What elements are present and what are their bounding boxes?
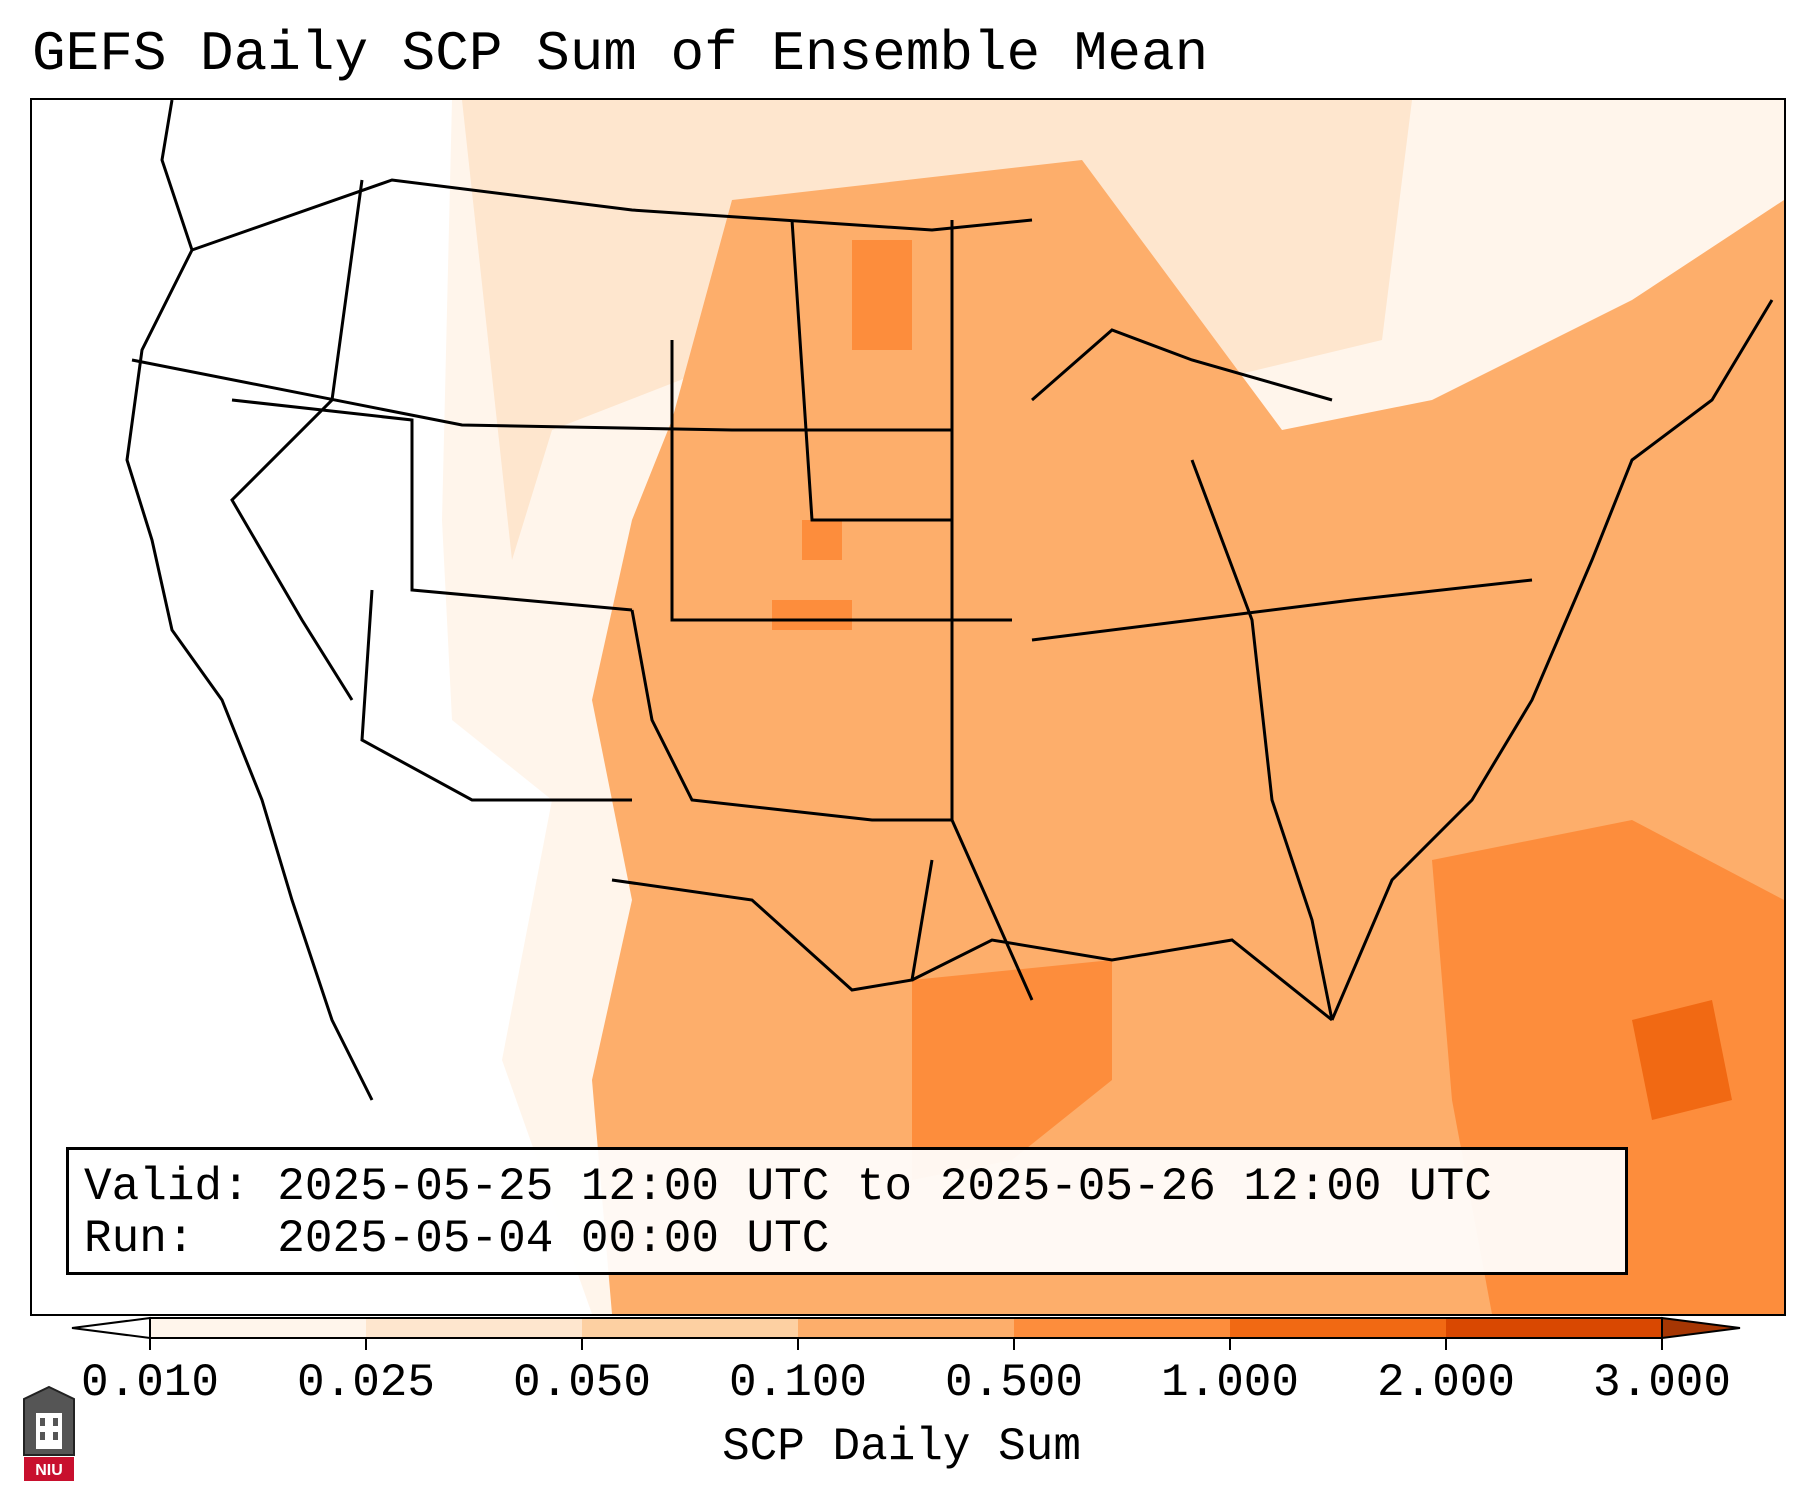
colorbar bbox=[71, 1316, 1741, 1350]
valid-value: 2025-05-25 12:00 UTC to 2025-05-26 12:00… bbox=[277, 1161, 1492, 1213]
colorbar-tick-label: 0.010 bbox=[80, 1357, 220, 1409]
colorbar-tick-label: 0.025 bbox=[296, 1357, 436, 1409]
colorbar-segment bbox=[798, 1318, 1015, 1338]
nebraska-border bbox=[790, 219, 952, 522]
dakota-patch bbox=[852, 240, 912, 350]
colorbar-segment bbox=[1230, 1318, 1447, 1338]
georgia-florida bbox=[1190, 459, 1334, 1021]
colorbar-segment bbox=[1446, 1318, 1663, 1338]
valid-run-info-box: Valid: 2025-05-25 12:00 UTC to 2025-05-2… bbox=[66, 1147, 1628, 1275]
colorbar-min-arrow bbox=[71, 1316, 151, 1340]
run-label: Run: bbox=[84, 1213, 195, 1265]
colorbar-tick-label: 1.000 bbox=[1160, 1357, 1300, 1409]
colorbar-tick-label: 2.000 bbox=[1376, 1357, 1516, 1409]
run-value: 2025-05-04 00:00 UTC bbox=[277, 1213, 830, 1265]
colorbar-segment bbox=[150, 1318, 367, 1338]
texas-border bbox=[611, 859, 934, 992]
colorbar-segment bbox=[582, 1318, 799, 1338]
valid-label: Valid: bbox=[84, 1161, 250, 1213]
nevada-border bbox=[230, 179, 364, 701]
niu-logo-icon: NIU bbox=[20, 1385, 78, 1485]
nebraska-patch bbox=[802, 520, 842, 560]
great-lakes-outline bbox=[1031, 328, 1333, 402]
gulf-coastline bbox=[911, 938, 1333, 1022]
kansas-border bbox=[670, 340, 1012, 622]
valid-line: Valid: 2025-05-25 12:00 UTC to 2025-05-2… bbox=[84, 1160, 1492, 1214]
colorbar-tick-label: 0.050 bbox=[512, 1357, 652, 1409]
mississippi-river bbox=[950, 220, 1034, 1001]
logo-text: NIU bbox=[35, 1462, 63, 1479]
pacific-coastline bbox=[125, 100, 374, 1101]
colorbar-segments bbox=[150, 1318, 1663, 1338]
colorbar-tick-label: 0.100 bbox=[728, 1357, 868, 1409]
colorbar-tick-marks bbox=[149, 1338, 1663, 1350]
colorbar-label: SCP Daily Sum bbox=[722, 1421, 1081, 1473]
colorbar-tick-label: 0.500 bbox=[944, 1357, 1084, 1409]
scp-map bbox=[32, 100, 1784, 1314]
colorbar-segment bbox=[366, 1318, 583, 1338]
map-panel[interactable] bbox=[30, 98, 1786, 1316]
map-title: GEFS Daily SCP Sum of Ensemble Mean bbox=[32, 22, 1209, 86]
tennessee-line bbox=[1031, 578, 1533, 642]
colorbar-segment bbox=[1014, 1318, 1231, 1338]
colorbar-tick-label: 3.000 bbox=[1592, 1357, 1732, 1409]
colorbar-outline bbox=[149, 1317, 1663, 1339]
run-line: Run: 2025-05-04 00:00 UTC bbox=[84, 1212, 829, 1266]
arizona-border bbox=[360, 589, 632, 802]
kansas-patch bbox=[772, 600, 852, 630]
low-value-region-west bbox=[32, 100, 592, 1314]
state-line-1 bbox=[131, 358, 952, 432]
northern-border bbox=[191, 178, 1033, 252]
colorbar-max-arrow bbox=[1661, 1316, 1741, 1340]
atlantic-coastline bbox=[1330, 299, 1774, 1021]
oklahoma-border bbox=[630, 609, 952, 822]
atlantic-peak-region bbox=[1632, 1000, 1732, 1120]
boundary-lines bbox=[125, 100, 1774, 1101]
gulf-higher-region bbox=[912, 960, 1112, 1180]
